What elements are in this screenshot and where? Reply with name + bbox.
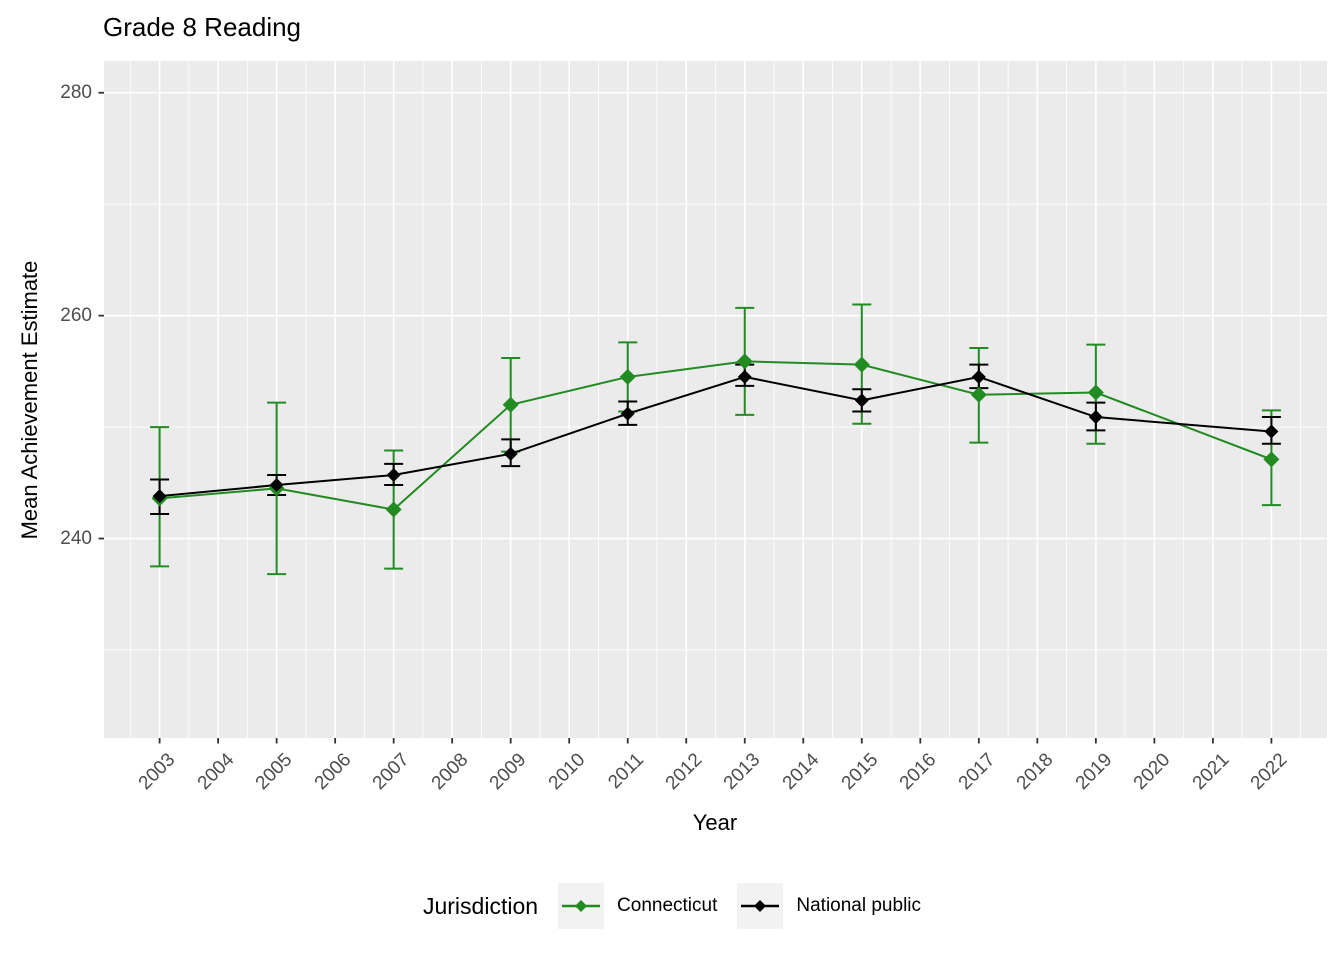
legend-swatch-diamond (754, 900, 767, 912)
data-point-connecticut (1087, 384, 1104, 401)
data-point-connecticut (385, 501, 402, 518)
data-point-national (503, 446, 518, 461)
data-point-connecticut (736, 353, 753, 370)
legend-key-national-public (737, 883, 784, 929)
data-point-connecticut (619, 368, 636, 385)
legend-swatch-diamond (575, 900, 588, 912)
data-point-connecticut (502, 396, 519, 413)
data-point-national (1264, 424, 1279, 439)
chart-title: Grade 8 Reading (103, 12, 302, 42)
y-tick-label: 240 (60, 527, 92, 549)
data-point-national (386, 468, 401, 483)
legend-title: Jurisdiction (422, 892, 539, 919)
series-line-national (159, 375, 1272, 498)
legend: Jurisdiction Connecticut National public (0, 880, 1344, 932)
x-axis-title: Year (692, 810, 738, 835)
legend-label-connecticut: Connecticut (617, 895, 718, 916)
data-point-connecticut (1263, 451, 1280, 468)
legend-label-national-public: National public (796, 895, 922, 916)
data-point-national (971, 369, 986, 384)
data-point-connecticut (853, 356, 870, 373)
legend-swatch-line-diamond-icon (741, 900, 780, 912)
y-tick-label: 260 (60, 304, 92, 326)
data-point-national (152, 489, 167, 504)
data-point-connecticut (970, 386, 987, 403)
legend-key-connecticut (558, 883, 605, 929)
data-point-national (1088, 410, 1103, 425)
series-line-connecticut (159, 360, 1272, 511)
data-point-national (269, 478, 284, 493)
data-point-national (620, 406, 635, 421)
data-point-national (737, 369, 752, 384)
legend-swatch-line-diamond-icon (562, 900, 601, 912)
data-point-national (854, 393, 869, 408)
y-tick-label: 280 (60, 81, 92, 103)
